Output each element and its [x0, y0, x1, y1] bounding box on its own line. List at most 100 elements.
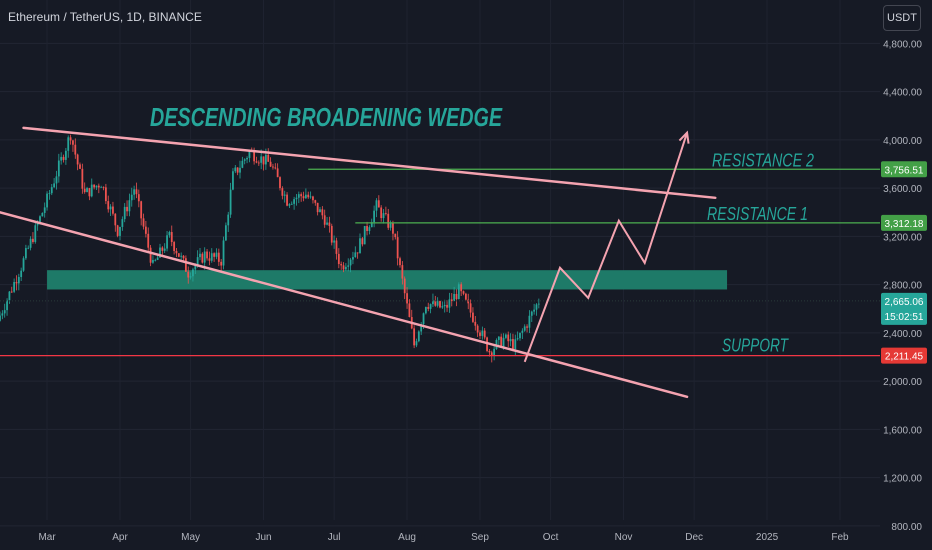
- candle: [100, 186, 103, 188]
- demand-zone[interactable]: [47, 270, 728, 290]
- candle: [283, 194, 286, 196]
- candle: [363, 226, 366, 245]
- x-tick-label: Dec: [685, 532, 703, 543]
- x-tick-label: Mar: [38, 532, 56, 543]
- candle: [27, 247, 30, 249]
- candle: [227, 214, 230, 226]
- candle: [123, 206, 126, 220]
- y-tick-label: 4,000.00: [883, 136, 922, 147]
- candle: [130, 194, 133, 201]
- candle: [161, 247, 164, 251]
- candle: [15, 282, 18, 284]
- x-tick-label: Oct: [543, 532, 559, 543]
- currency-button[interactable]: USDT: [883, 5, 921, 31]
- countdown-text: 15:02:51: [885, 312, 924, 323]
- candle: [276, 168, 279, 178]
- candle: [57, 160, 60, 177]
- candle: [95, 185, 98, 188]
- candle: [387, 213, 390, 228]
- candle: [135, 189, 138, 195]
- candle: [159, 247, 161, 258]
- candle: [392, 222, 394, 234]
- candle: [457, 284, 460, 300]
- candle: [464, 293, 467, 300]
- candle: [528, 315, 531, 328]
- candle: [264, 154, 267, 165]
- wedge-upper-line[interactable]: [22, 126, 717, 200]
- resistance-2-label: RESISTANCE 2: [712, 150, 814, 170]
- candle: [189, 276, 192, 278]
- price-axis[interactable]: 4,800.00 4,400.00 4,000.00 3,600.00 3,200.00…: [883, 39, 922, 532]
- candle: [288, 204, 291, 206]
- candle: [323, 215, 326, 225]
- candle: [79, 164, 81, 169]
- candle: [147, 233, 150, 248]
- candle: [460, 284, 463, 292]
- candle: [149, 247, 152, 263]
- candle: [399, 258, 401, 266]
- candle: [210, 253, 213, 261]
- candle: [6, 300, 8, 311]
- candle: [420, 324, 423, 332]
- candle: [142, 218, 145, 227]
- projection-path[interactable]: [523, 132, 689, 363]
- wedge-lower-line[interactable]: [0, 211, 689, 399]
- candle: [140, 201, 143, 219]
- candle: [347, 265, 350, 267]
- candle: [201, 253, 204, 263]
- candle: [206, 251, 208, 259]
- candle: [269, 161, 272, 167]
- candle: [479, 332, 481, 336]
- candle: [455, 293, 458, 300]
- candle: [467, 299, 470, 304]
- candle: [262, 156, 265, 165]
- symbol-title[interactable]: Ethereum / TetherUS, 1D, BINANCE: [8, 10, 202, 24]
- candle: [500, 336, 503, 347]
- candle: [222, 240, 225, 266]
- candle: [8, 291, 11, 301]
- candle: [175, 250, 178, 254]
- candle: [335, 240, 338, 254]
- candle: [281, 188, 284, 196]
- time-axis[interactable]: Mar Apr May Jun Jul Aug Sep Oct Nov Dec 2025 Feb: [38, 532, 849, 543]
- candle: [509, 339, 512, 342]
- candle: [1, 313, 4, 316]
- candle: [490, 352, 493, 356]
- y-tick-label: 2,400.00: [883, 329, 922, 340]
- candle: [474, 321, 477, 326]
- candle: [307, 194, 310, 198]
- resistance-1-price-tag: [881, 214, 927, 231]
- candle: [290, 203, 293, 205]
- x-tick-label: Aug: [398, 532, 416, 543]
- candle: [109, 206, 112, 210]
- resistance-1-label: RESISTANCE 1: [707, 204, 808, 224]
- candle: [469, 303, 472, 313]
- candle: [102, 186, 105, 188]
- candle: [217, 252, 220, 262]
- candle: [366, 226, 368, 231]
- candle: [330, 225, 333, 243]
- candle: [260, 156, 263, 163]
- candle: [220, 261, 223, 266]
- candle: [126, 206, 128, 212]
- candle: [46, 193, 48, 208]
- candle: [241, 160, 244, 168]
- candle: [377, 200, 380, 208]
- candle: [406, 293, 408, 304]
- current-price-tag: [881, 292, 927, 325]
- candle: [236, 167, 239, 173]
- candle: [286, 194, 288, 206]
- candle: [441, 306, 444, 308]
- candle: [342, 265, 345, 270]
- x-tick-label: May: [181, 532, 200, 543]
- candle: [432, 300, 434, 305]
- candle: [257, 162, 260, 164]
- candle: [312, 196, 314, 201]
- candle: [309, 196, 312, 198]
- candle: [514, 339, 517, 350]
- candle: [69, 137, 72, 141]
- candle: [507, 334, 510, 342]
- candle: [319, 209, 321, 213]
- candle: [504, 334, 507, 338]
